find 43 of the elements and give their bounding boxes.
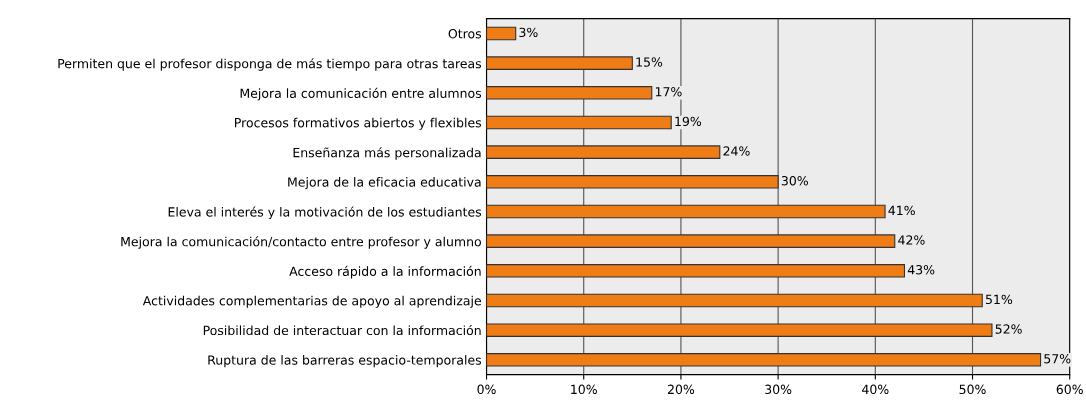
y-tick-label: Eleva el interés y la motivación de los estudiantes [168, 206, 482, 220]
data-label: 57% [1044, 354, 1071, 364]
x-tick-label: 10% [571, 384, 597, 395]
data-label: 15% [636, 57, 663, 67]
y-tick-label: Permiten que el profesor disponga de más tiempo para otras tareas [58, 58, 482, 71]
y-tick-label: Posibilidad de interactuar con la información [203, 324, 481, 336]
data-label: 51% [985, 294, 1013, 305]
data-label: 52% [995, 324, 1022, 334]
y-tick-label: Mejora la comunicación entre alumnos [240, 87, 482, 101]
y-tick-label: Acceso rápido a la información [289, 265, 481, 279]
bar [486, 175, 779, 189]
y-tick-label: Enseñanza más personalizada [293, 147, 481, 160]
data-label: 43% [907, 265, 935, 275]
x-tick-label: 40% [862, 384, 889, 395]
y-tick-label: Procesos formativos abiertos y flexibles [235, 117, 482, 130]
bar [486, 204, 886, 219]
x-tick-label: 60% [1056, 384, 1083, 395]
x-tick-label: 50% [959, 384, 986, 395]
data-label: 42% [898, 235, 925, 245]
x-tick-label: 0% [477, 384, 496, 395]
x-tick-label: 30% [765, 384, 792, 395]
bar [486, 234, 896, 248]
bar [486, 323, 993, 337]
data-label: 19% [675, 116, 702, 127]
data-label: 30% [781, 175, 808, 186]
bar [486, 26, 517, 41]
data-label: 3% [519, 27, 538, 38]
y-tick-label: Mejora de la eficacia educativa [288, 177, 481, 190]
x-tick-label: 20% [667, 384, 695, 395]
data-label: 24% [723, 146, 750, 156]
bar [486, 293, 983, 308]
bar [486, 264, 906, 278]
bar [486, 86, 653, 100]
y-tick-label: Otros [448, 28, 482, 39]
y-tick-label: Mejora la comunicación/contacto entre profesor y alumno [121, 236, 481, 249]
y-tick-label: Actividades complementarias de apoyo al aprendizaje [142, 295, 481, 308]
y-tick-label: Ruptura de las barreras espacio-temporales [208, 355, 482, 368]
data-label: 41% [888, 205, 915, 216]
bar [486, 115, 672, 130]
data-label: 17% [655, 86, 682, 97]
bar [486, 145, 721, 159]
bar [486, 56, 633, 70]
bar [486, 353, 1042, 367]
